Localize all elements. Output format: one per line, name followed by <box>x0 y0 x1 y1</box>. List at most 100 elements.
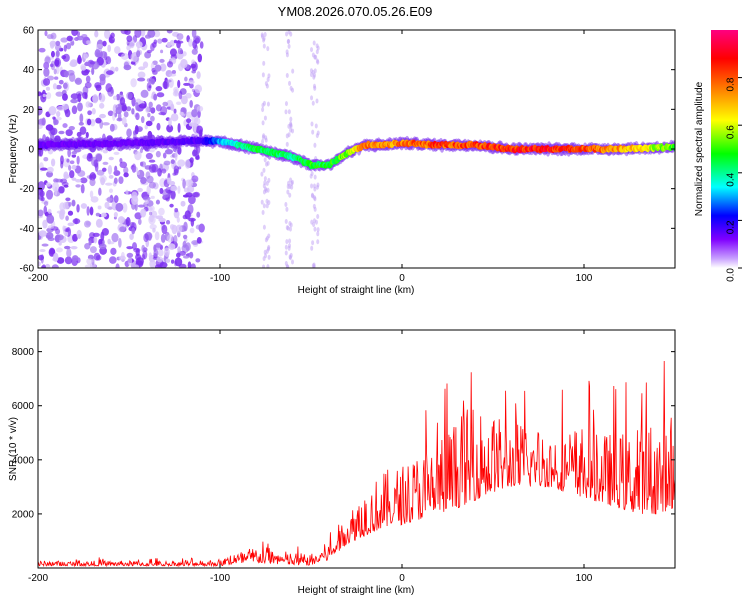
noise-blob <box>116 117 123 122</box>
streak-blob <box>263 115 267 121</box>
noise-blob <box>188 217 196 222</box>
noise-blob <box>148 101 153 108</box>
noise-blob <box>144 124 148 130</box>
y-tick-label: -20 <box>20 184 35 195</box>
noise-blob <box>45 182 52 187</box>
streak-blob <box>285 141 289 147</box>
streak-blob <box>312 195 316 201</box>
noise-blob <box>82 91 88 99</box>
noise-blob <box>155 150 161 158</box>
noise-blob <box>46 214 55 224</box>
noise-blob <box>166 41 172 48</box>
noise-blob <box>191 240 199 245</box>
noise-blob <box>44 56 51 65</box>
noise-blob <box>89 190 94 199</box>
streak-blob <box>264 186 268 192</box>
noise-blob <box>50 50 55 58</box>
noise-blob <box>123 166 129 174</box>
noise-blob <box>68 202 72 207</box>
noise-blob <box>193 132 200 137</box>
noise-blob <box>80 203 88 209</box>
noise-blob <box>158 217 166 223</box>
noise-blob <box>163 247 170 257</box>
streak-blob <box>316 231 320 237</box>
noise-blob <box>182 194 189 198</box>
streak-blob <box>286 189 290 195</box>
noise-blob <box>94 30 99 38</box>
noise-blob <box>183 221 188 232</box>
noise-blob <box>91 108 96 115</box>
noise-blob <box>55 84 62 90</box>
streak-blob <box>284 244 288 250</box>
noise-blob <box>56 110 61 118</box>
noise-blob <box>102 122 110 126</box>
noise-blob <box>126 246 134 250</box>
noise-blob <box>63 174 70 179</box>
noise-blob <box>190 263 196 268</box>
noise-blob <box>112 95 118 100</box>
noise-blob <box>123 64 132 71</box>
snr-series-line <box>38 360 675 568</box>
streak-blob <box>260 171 264 177</box>
noise-blob <box>186 118 192 124</box>
noise-blob <box>166 30 173 34</box>
noise-blob <box>182 234 188 240</box>
noise-blob <box>146 49 152 54</box>
noise-blob <box>138 66 146 71</box>
streak-blob <box>286 39 290 45</box>
noise-blob <box>125 189 129 195</box>
streak-blob <box>286 225 290 231</box>
noise-blob <box>93 252 101 261</box>
noise-blob <box>149 205 155 212</box>
streak-blob <box>264 81 268 87</box>
streak-blob <box>288 220 292 226</box>
noise-blob <box>170 259 175 264</box>
noise-blob <box>144 199 149 205</box>
streak-blob <box>288 243 292 249</box>
noise-blob <box>135 101 139 111</box>
noise-blob <box>56 247 63 253</box>
noise-blob <box>195 155 200 161</box>
noise-blob <box>105 56 112 65</box>
noise-blob <box>108 36 115 44</box>
noise-blob <box>126 106 132 112</box>
streak-blob <box>313 142 317 148</box>
streak-blob <box>289 85 293 91</box>
noise-blob <box>160 49 164 54</box>
noise-blob <box>153 93 158 101</box>
spectrogram-marks <box>38 30 675 268</box>
noise-blob <box>43 67 50 77</box>
noise-blob <box>154 64 162 72</box>
noise-blob <box>174 208 179 213</box>
noise-blob <box>61 55 67 60</box>
noise-blob <box>89 118 96 127</box>
noise-blob <box>164 148 173 155</box>
noise-blob <box>158 207 165 216</box>
streak-blob <box>311 52 315 58</box>
streak-blob <box>265 203 269 209</box>
noise-blob <box>79 126 87 135</box>
streak-blob <box>262 100 266 106</box>
noise-blob <box>157 249 164 257</box>
noise-blob <box>138 218 142 226</box>
noise-blob <box>38 106 43 116</box>
noise-blob <box>70 98 79 104</box>
noise-blob <box>166 61 174 68</box>
noise-blob <box>147 112 151 118</box>
noise-blob <box>108 156 114 161</box>
noise-blob <box>169 48 178 57</box>
noise-blob <box>107 241 115 245</box>
noise-blob <box>131 96 136 107</box>
streak-blob <box>266 187 270 193</box>
y-tick-label: -60 <box>20 264 35 275</box>
noise-blob <box>121 104 128 112</box>
noise-blob <box>83 40 87 45</box>
x-tick-label: 0 <box>399 573 405 584</box>
streak-blob <box>288 184 292 190</box>
noise-blob <box>39 249 46 253</box>
noise-blob <box>98 243 107 250</box>
noise-blob <box>81 34 88 39</box>
noise-blob <box>74 218 78 225</box>
y-tick-label: 2000 <box>12 509 35 520</box>
